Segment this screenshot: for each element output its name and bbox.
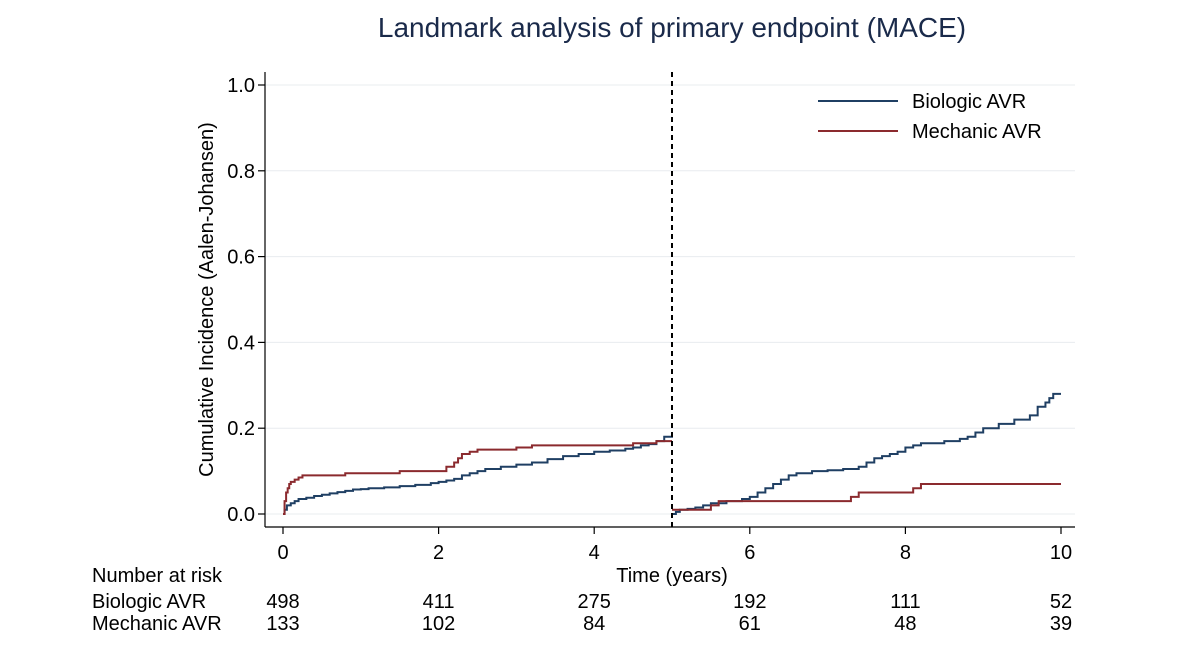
series-line-biologic-avr-segment-1: [672, 392, 1061, 515]
risk-value-biologic-avr-8: 111: [890, 591, 920, 613]
x-tick-label-5: 10: [1050, 542, 1072, 564]
risk-value-mechanic-avr-0: 133: [266, 613, 299, 635]
legend-label-mechanic-avr: Mechanic AVR: [912, 121, 1042, 143]
legend: Biologic AVR Mechanic AVR: [818, 91, 1042, 143]
y-tick-label-4: 0.8: [227, 161, 255, 183]
risk-row-label-mechanic-avr: Mechanic AVR: [92, 613, 222, 635]
series-line-mechanic-avr-segment-0: [283, 440, 672, 515]
risk-table: Biologic AVR 498 411 275 192 111 52 Mechanic AV…: [92, 591, 1072, 635]
x-tick-label-3: 6: [744, 542, 755, 564]
risk-value-mechanic-avr-2: 102: [422, 613, 455, 635]
risk-value-mechanic-avr-6: 61: [739, 613, 761, 635]
y-tick-label-1: 0.2: [227, 418, 255, 440]
series-line-mechanic-avr-segment-1: [672, 482, 1061, 511]
risk-row-label-biologic-avr: Biologic AVR: [92, 591, 206, 613]
series-line-biologic-avr-segment-0: [283, 432, 673, 515]
risk-table-header: Number at risk: [92, 565, 223, 587]
risk-value-mechanic-avr-10: 39: [1050, 613, 1072, 635]
x-tick-label-1: 2: [433, 542, 444, 564]
risk-value-biologic-avr-10: 52: [1050, 591, 1072, 613]
risk-value-mechanic-avr-4: 84: [583, 613, 605, 635]
y-axis-title: Cumulative Incidence (Aalen-Johansen): [196, 122, 218, 477]
x-tick-label-0: 0: [277, 542, 288, 564]
risk-value-biologic-avr-0: 498: [266, 591, 299, 613]
gridlines: [265, 84, 1075, 515]
risk-value-biologic-avr-4: 275: [578, 591, 611, 613]
axes: 0.0 0.2 0.4 0.6 0.8 1.0 0 2 4 6 8 10: [227, 72, 1075, 564]
series-lines: [283, 392, 1061, 515]
y-tick-label-0: 0.0: [227, 504, 255, 526]
risk-value-biologic-avr-2: 411: [423, 591, 455, 613]
risk-value-biologic-avr-6: 192: [733, 591, 766, 613]
risk-value-mechanic-avr-8: 48: [894, 613, 916, 635]
chart-title: Landmark analysis of primary endpoint (M…: [378, 12, 966, 43]
y-tick-label-5: 1.0: [227, 75, 255, 97]
legend-label-biologic-avr: Biologic AVR: [912, 91, 1026, 113]
x-axis-title: Time (years): [616, 565, 727, 587]
y-tick-label-3: 0.6: [227, 247, 255, 269]
x-tick-label-2: 4: [589, 542, 600, 564]
x-tick-label-4: 8: [900, 542, 911, 564]
y-tick-label-2: 0.4: [227, 332, 255, 354]
